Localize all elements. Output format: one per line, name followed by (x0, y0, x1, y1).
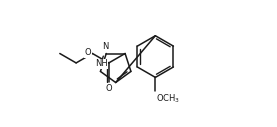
Text: OCH$_3$: OCH$_3$ (156, 92, 181, 105)
Text: O: O (106, 84, 112, 93)
Text: NH: NH (95, 59, 108, 68)
Text: O: O (84, 48, 91, 57)
Text: N: N (102, 42, 109, 51)
